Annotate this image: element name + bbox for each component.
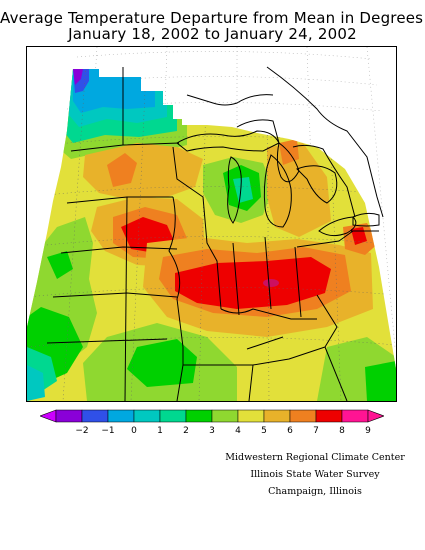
legend-tick-label: 0 <box>131 426 137 436</box>
legend-tick-label: 6 <box>287 426 293 436</box>
great-lakes <box>176 66 384 237</box>
legend-swatch <box>81 409 109 423</box>
color-legend: −2 −1 0 1 2 3 4 5 6 7 8 9 <box>39 408 385 438</box>
boundaries <box>46 67 379 401</box>
legend-swatch <box>107 409 135 423</box>
legend-tick-label: −2 <box>75 426 89 436</box>
legend-swatch <box>159 409 187 423</box>
map-title-line2: January 18, 2002 to January 24, 2002 <box>68 25 357 43</box>
legend-tick-label: 5 <box>261 426 267 436</box>
temperature-departure-map <box>26 46 397 402</box>
legend-swatch <box>289 409 317 423</box>
legend-low-arrow <box>39 409 57 423</box>
temperature-field <box>27 69 396 401</box>
legend-bar <box>39 409 385 423</box>
legend-swatch <box>237 409 265 423</box>
legend-tick-label: −1 <box>101 426 115 436</box>
legend-swatch <box>341 409 369 423</box>
legend-swatch <box>185 409 213 423</box>
legend-swatch <box>315 409 343 423</box>
map-title-line1: Average Temperature Departure from Mean … <box>0 9 425 27</box>
legend-tick-label: 3 <box>209 426 215 436</box>
credit-line1: Midwestern Regional Climate Center <box>225 452 405 463</box>
legend-tick-label: 9 <box>365 426 371 436</box>
legend-tick-label: 7 <box>313 426 319 436</box>
legend-tick-label: 8 <box>339 426 345 436</box>
credit-line3: Champaign, Illinois <box>268 486 362 497</box>
legend-tick-label: 2 <box>183 426 189 436</box>
legend-swatch <box>55 409 83 423</box>
legend-swatch <box>263 409 291 423</box>
legend-swatch <box>133 409 161 423</box>
legend-tick-label: 1 <box>157 426 163 436</box>
legend-high-arrow <box>367 409 385 423</box>
legend-swatch <box>211 409 239 423</box>
legend-tick-label: 4 <box>235 426 241 436</box>
credit-line2: Illinois State Water Survey <box>250 469 380 480</box>
